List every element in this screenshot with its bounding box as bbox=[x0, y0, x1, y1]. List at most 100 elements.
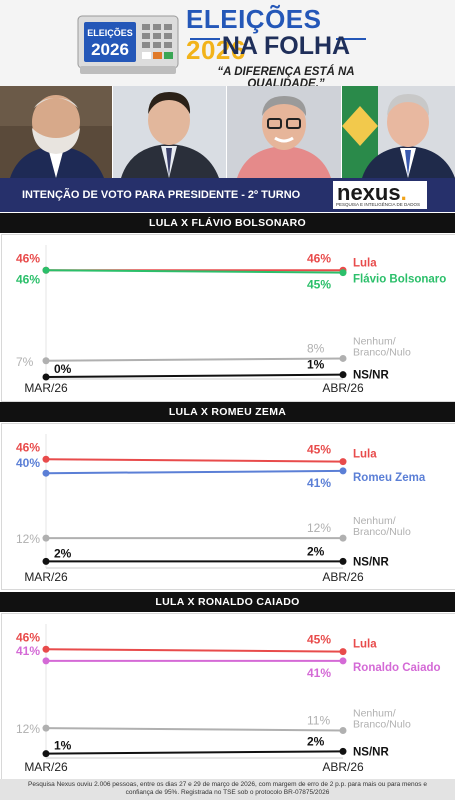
data-label-ns-nr-1: 2% bbox=[307, 734, 325, 748]
candidate-photo-flavio bbox=[113, 86, 226, 178]
point-ns-nr-0 bbox=[42, 750, 50, 758]
urn-year: 2026 bbox=[91, 40, 129, 59]
point-romeu-zema-1 bbox=[339, 467, 347, 475]
title-rule-right bbox=[336, 38, 366, 40]
point-nenhum-branco-nulo-1 bbox=[339, 534, 347, 542]
point-ns-nr-1 bbox=[339, 557, 347, 565]
point-ns-nr-1 bbox=[339, 371, 347, 379]
x-tick-label: MAR/26 bbox=[24, 570, 68, 584]
series-name-ns-nr: NS/NR bbox=[353, 370, 389, 382]
data-label-ns-nr-1: 1% bbox=[307, 358, 325, 372]
chart-lula-zema: MAR/26 ABR/26 46% 45% Lula 40% 41% Romeu Zema 12… bbox=[16, 434, 426, 584]
data-label-nenhum-branco-nulo-1: 8% bbox=[307, 341, 325, 355]
series-name-ronaldo-caiado: Ronaldo Caiado bbox=[353, 662, 441, 674]
data-label-ronaldo-caiado-0: 41% bbox=[16, 644, 40, 658]
data-label-ns-nr-0: 1% bbox=[54, 739, 72, 753]
data-label-lula-1: 45% bbox=[307, 443, 331, 457]
series-name-nenhum-branco-nulo: Nenhum/ bbox=[353, 515, 396, 527]
candidate-photos bbox=[0, 86, 455, 178]
header-subtitle: NA FOLHA bbox=[221, 32, 351, 60]
footer-note: Pesquisa Nexus ouviu 2.006 pessoas, entr… bbox=[0, 779, 455, 800]
chart-lula-flavio: MAR/26 ABR/26 46% 46% Lula 46% 45% Flávio Bolso… bbox=[16, 245, 446, 395]
banner-title: INTENÇÃO DE VOTO PARA PRESIDENTE - 2º TU… bbox=[22, 189, 301, 201]
point-lula-1 bbox=[339, 458, 347, 466]
chart-lula-caiado: MAR/26 ABR/26 46% 45% Lula 41% 41% Ronaldo Caia… bbox=[16, 624, 441, 774]
data-label-flavio-bolsonaro-0: 46% bbox=[16, 272, 40, 286]
series-name-romeu-zema: Romeu Zema bbox=[353, 472, 426, 484]
data-label-ns-nr-1: 2% bbox=[307, 544, 325, 558]
data-label-nenhum-branco-nulo-1: 12% bbox=[307, 521, 331, 535]
series-line-nenhum-branco-nulo bbox=[45, 357, 344, 362]
nexus-logo-word: nexus. bbox=[337, 180, 407, 205]
point-flavio-bolsonaro-1 bbox=[339, 269, 347, 277]
nexus-logo: nexus. PESQUISA E INTELIGÊNCIA DE DADOS bbox=[333, 180, 427, 209]
chart-title-lula-flavio: LULA X FLÁVIO BOLSONARO bbox=[0, 213, 455, 233]
chart-title-lula-caiado: LULA X RONALDO CAIADO bbox=[0, 592, 455, 612]
point-lula-1 bbox=[339, 648, 347, 656]
chart-panel-lula-flavio: MAR/26 ABR/26 46% 46% Lula 46% 45% Flávio Bolso… bbox=[1, 234, 455, 402]
data-label-nenhum-branco-nulo-1: 11% bbox=[307, 713, 330, 727]
data-label-nenhum-branco-nulo-0: 12% bbox=[16, 532, 40, 546]
point-lula-0 bbox=[42, 645, 50, 653]
data-label-lula-1: 45% bbox=[307, 633, 331, 647]
x-tick-label: MAR/26 bbox=[24, 381, 68, 395]
point-nenhum-branco-nulo-0 bbox=[42, 357, 50, 365]
series-name-ns-nr: NS/NR bbox=[353, 556, 389, 568]
series-name-flavio-bolsonaro: Flávio Bolsonaro bbox=[353, 274, 446, 286]
point-ns-nr-0 bbox=[42, 373, 50, 381]
x-tick-label: ABR/26 bbox=[322, 760, 364, 774]
series-name-nenhum-branco-nulo: Branco/Nulo bbox=[353, 526, 411, 538]
series-name-nenhum-branco-nulo: Branco/Nulo bbox=[353, 346, 411, 358]
data-label-nenhum-branco-nulo-0: 12% bbox=[16, 722, 40, 736]
chart-panel-lula-zema: MAR/26 ABR/26 46% 45% Lula 40% 41% Romeu Zema 12… bbox=[1, 423, 455, 590]
point-nenhum-branco-nulo-0 bbox=[42, 534, 50, 542]
point-ronaldo-caiado-1 bbox=[339, 657, 347, 665]
series-name-lula: Lula bbox=[353, 449, 377, 461]
point-ns-nr-0 bbox=[42, 557, 50, 565]
series-name-nenhum-branco-nulo: Branco/Nulo bbox=[353, 718, 411, 730]
series-line-ns-nr bbox=[45, 373, 344, 378]
header: ELEIÇÕES 2026 ELEIÇÕES 2026 NA FOLHA “A … bbox=[0, 0, 455, 90]
data-label-romeu-zema-0: 40% bbox=[16, 456, 40, 470]
series-line-lula bbox=[45, 458, 344, 463]
nexus-logo-sub: PESQUISA E INTELIGÊNCIA DE DADOS bbox=[336, 202, 421, 207]
x-tick-label: MAR/26 bbox=[24, 760, 68, 774]
point-nenhum-branco-nulo-1 bbox=[339, 354, 347, 362]
series-name-lula: Lula bbox=[353, 257, 377, 269]
series-line-romeu-zema bbox=[45, 469, 344, 475]
series-line-nenhum-branco-nulo bbox=[45, 727, 344, 732]
data-label-lula-1: 46% bbox=[307, 251, 331, 265]
point-ns-nr-1 bbox=[339, 747, 347, 755]
footer-line-1: Pesquisa Nexus ouviu 2.006 pessoas, entr… bbox=[28, 781, 427, 788]
chart-title-lula-zema: LULA X ROMEU ZEMA bbox=[0, 402, 455, 422]
footer-line-2: confiança de 95%. Registrada no TSE sob … bbox=[125, 789, 330, 796]
point-ronaldo-caiado-0 bbox=[42, 657, 50, 665]
series-line-ns-nr bbox=[45, 750, 344, 755]
point-nenhum-branco-nulo-0 bbox=[42, 724, 50, 732]
series-name-ns-nr: NS/NR bbox=[353, 746, 389, 758]
data-label-flavio-bolsonaro-1: 45% bbox=[307, 278, 331, 292]
series-name-nenhum-branco-nulo: Nenhum/ bbox=[353, 707, 396, 719]
data-label-ns-nr-0: 2% bbox=[54, 546, 72, 560]
point-lula-0 bbox=[42, 455, 50, 463]
urn-label: ELEIÇÕES bbox=[87, 28, 133, 38]
data-label-lula-0: 46% bbox=[16, 630, 40, 644]
data-label-lula-0: 46% bbox=[16, 251, 40, 265]
header-title: ELEIÇÕES 2026 bbox=[186, 4, 322, 65]
data-label-nenhum-branco-nulo-0: 7% bbox=[16, 355, 34, 369]
series-name-lula: Lula bbox=[353, 639, 377, 651]
x-tick-label: ABR/26 bbox=[322, 570, 364, 584]
candidate-photo-caiado bbox=[342, 86, 455, 178]
point-flavio-bolsonaro-0 bbox=[42, 266, 50, 274]
x-tick-label: ABR/26 bbox=[322, 381, 364, 395]
series-name-nenhum-branco-nulo: Nenhum/ bbox=[353, 335, 396, 347]
series-line-flavio-bolsonaro bbox=[45, 269, 344, 274]
series-line-lula bbox=[45, 648, 344, 653]
point-romeu-zema-0 bbox=[42, 469, 50, 477]
data-label-ns-nr-0: 0% bbox=[54, 362, 72, 376]
data-label-ronaldo-caiado-1: 41% bbox=[307, 666, 331, 680]
candidate-photo-zema bbox=[227, 86, 341, 178]
title-rule-left bbox=[190, 38, 220, 40]
candidate-photo-lula bbox=[0, 86, 112, 178]
point-nenhum-branco-nulo-1 bbox=[339, 726, 347, 734]
